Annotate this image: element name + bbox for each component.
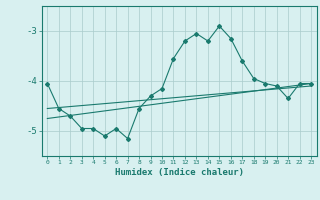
X-axis label: Humidex (Indice chaleur): Humidex (Indice chaleur) <box>115 168 244 177</box>
